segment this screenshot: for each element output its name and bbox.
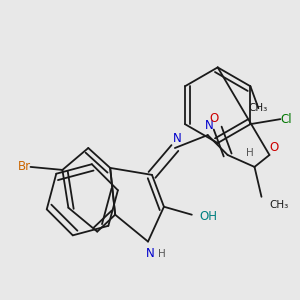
Text: N: N <box>205 118 214 132</box>
Text: O: O <box>270 140 279 154</box>
Text: OH: OH <box>200 210 218 223</box>
Text: CH₃: CH₃ <box>249 103 268 113</box>
Text: Br: Br <box>17 160 31 173</box>
Text: N: N <box>146 247 154 260</box>
Text: CH₃: CH₃ <box>269 200 289 210</box>
Text: N: N <box>172 132 181 145</box>
Text: O: O <box>209 112 218 124</box>
Text: H: H <box>246 148 254 158</box>
Text: Cl: Cl <box>280 112 292 126</box>
Text: H: H <box>158 248 166 259</box>
